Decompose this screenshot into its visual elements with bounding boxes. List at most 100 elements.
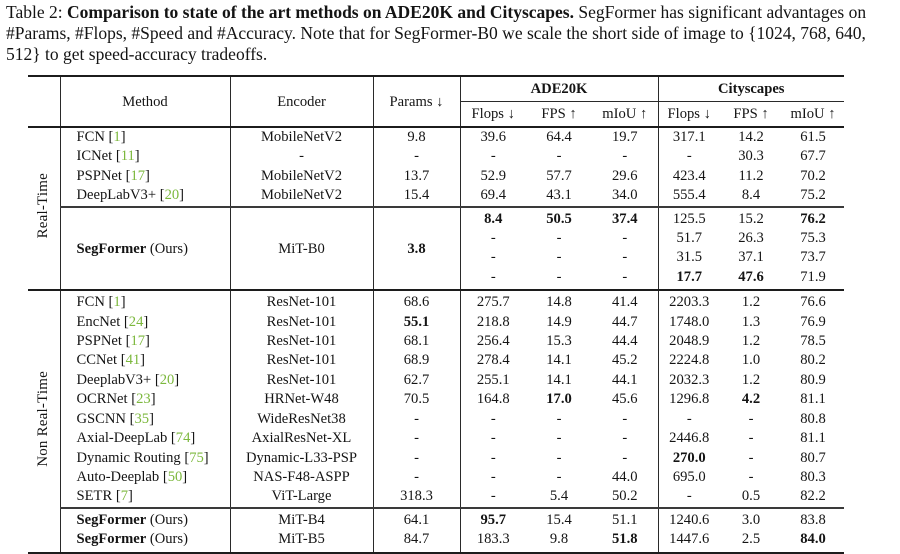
citation-ref: 74 [175,430,191,447]
ours-label: (Ours) [146,511,188,528]
comparison-table: Method Encoder Params ↓ ADE20K Cityscape… [28,75,844,554]
cell-city-miou: 80.7 [800,449,826,466]
cell-city-fps: 2.5 [741,531,761,548]
encoder-cell: MiT-B4 [229,506,373,531]
cell-city-fps: - [748,410,754,427]
params-cell: 64.1 [372,506,460,531]
cell-ade-fps: 14.9 [546,313,572,330]
method-name: DeeplabV3+ [76,371,152,388]
cell-city-fps: 0.5 [741,488,761,505]
table-row: DeeplabV3+ [20] ResNet-101 62.7 255.1 14.1 44… [28,370,844,391]
cell-city-flops: 423.4 [657,166,720,187]
table-row: - - - 31.5 37.1 73.7 [28,248,844,268]
params-cell: 318.3 [372,487,460,508]
method-cell: PSPNet [17] [76,167,150,184]
cell-ade-flops: 164.8 [459,390,526,410]
encoder-cell: MiT-B5 [229,530,373,553]
cell-ade-flops: 95.7 [459,506,526,531]
cell-city-fps: 26.3 [738,230,764,247]
cell-city-miou: 73.7 [800,249,826,266]
cell-ade-fps: - [556,430,562,447]
cell-ade-miou: 44.7 [611,313,638,330]
method-name: SegFormer [76,240,147,257]
encoder-cell: ViT-Large [229,487,373,508]
table-row: GSCNN [35] WideResNet38- - - - - -80.8 [28,409,844,430]
cell-ade-flops: 255.1 [459,370,526,391]
cell-ade-miou: - [622,148,628,165]
cell-ade-flops: - [459,448,526,468]
cell-city-flops: 1748.0 [657,312,720,333]
col-header-ade-miou: mIoU ↑ [602,106,648,122]
col-header-ade-flops: Flops ↓ [459,101,526,127]
header-row-groups: Method Encoder Params ↓ ADE20K Cityscape… [28,76,844,127]
cell-city-fps: - [748,430,754,447]
cell-ade-miou: 44.4 [611,333,638,350]
cell-ade-miou: 45.6 [611,391,638,408]
ours-label: (Ours) [146,531,188,548]
cell-city-miou: 70.2 [800,167,826,184]
cell-city-flops: 1296.8 [657,390,720,410]
params-cell: 9.8 [372,127,460,148]
cell-ade-flops: 183.3 [459,530,526,553]
cell-city-flops: - [657,487,720,508]
cell-ade-miou: 34.0 [611,187,638,204]
citation-ref: 17 [130,333,146,350]
cell-ade-miou: 37.4 [592,205,658,230]
cell-ade-flops: - [459,429,526,449]
ours-label: (Ours) [146,240,188,257]
cell-ade-miou: 51.1 [592,506,658,531]
method-cell: SETR [7] [76,488,133,505]
cell-ade-fps: 9.8 [549,531,569,548]
table-row: Auto-Deeplab [50] NAS-F48-ASPP - - -44.0 695.… [28,467,844,488]
method-cell: SegFormer (Ours) [60,530,230,552]
cell-city-flops: 2032.3 [657,370,720,391]
method-name: ICNet [76,148,113,165]
caption-prefix: Table 2: [6,2,67,22]
encoder-cell: MobileNetV2 [229,127,373,148]
group-header-ade20k: ADE20K [459,76,658,102]
table-row: ICNet [11] - - - - - -30.3 67.7 [28,147,844,167]
method-name: Auto-Deeplab [76,468,160,485]
cell-ade-fps: - [556,410,562,427]
cell-city-fps: 1.2 [741,333,761,350]
cell-city-flops: 2048.9 [657,332,720,352]
citation-ref: 50 [167,468,183,485]
encoder-cell: MobileNetV2 [229,186,373,207]
cell-ade-fps: - [556,230,562,247]
params-cell: 3.8 [372,205,460,291]
encoder-cell: ResNet-101 [229,351,373,371]
section-label-text: Real-Time [35,172,52,239]
method-name: CCNet [76,352,118,369]
params-cell: 70.5 [372,390,460,410]
citation-ref: 1 [113,129,121,145]
cell-city-fps: 3.0 [720,506,782,531]
cell-ade-fps: - [556,268,562,285]
encoder-cell: ResNet-101 [229,312,373,333]
caption-bold-title: Comparison to state of the art methods o… [66,2,574,22]
method-name: SegFormer [76,531,147,548]
cell-city-miou: 76.2 [782,205,844,230]
cell-city-flops: 1447.6 [657,530,720,553]
cell-ade-miou: 19.7 [611,129,638,145]
citation-ref: 20 [159,371,175,388]
section-label-text: Non Real-Time [35,371,52,468]
method-name: FCN [76,129,105,145]
params-cell: 68.6 [372,289,460,313]
col-header-ade-fps: FPS ↑ [541,106,577,122]
cell-ade-miou: - [622,230,628,247]
cell-ade-flops: - [459,467,526,488]
cell-city-flops: 125.5 [657,205,720,230]
cell-city-miou: 76.9 [800,313,826,330]
method-cell: FCN [1] [60,289,230,313]
encoder-cell: MobileNetV2 [229,166,373,187]
table-row: SegFormer (Ours) MiT-B4 64.1 95.7 15.4 51.1 12… [28,506,844,531]
cell-ade-fps: - [556,449,562,466]
table-row: - - - 17.7 47.6 71.9 [28,267,844,291]
method-cell: CCNet [41] [76,352,146,369]
cell-city-fps: 11.2 [738,167,764,184]
col-header-params: Params ↓ [372,76,460,127]
group-header-cityscapes: Cityscapes [657,76,844,102]
cell-city-fps: 1.2 [741,371,761,388]
method-cell: Dynamic Routing [75] [76,449,209,466]
section-label-non-real-time: Non Real-Time [28,289,61,553]
